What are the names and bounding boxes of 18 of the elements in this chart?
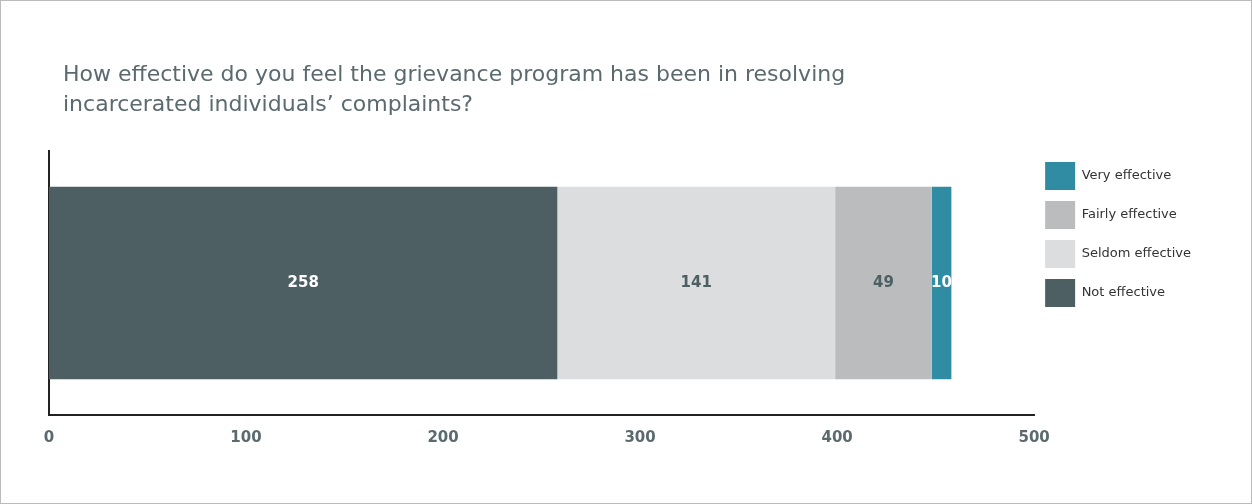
bar bbox=[49, 186, 558, 380]
x-tick-label: 100 bbox=[230, 427, 262, 446]
x-tick-label: 200 bbox=[427, 427, 459, 446]
bar bbox=[557, 186, 836, 380]
x-tick-label: 0 bbox=[43, 427, 55, 446]
data-label: 141 bbox=[680, 272, 712, 291]
data-label: 258 bbox=[287, 272, 319, 291]
legend-label: Seldom effective bbox=[1081, 245, 1192, 261]
data-label: 49 bbox=[872, 272, 894, 291]
chart-title: How effective do you feel the grievance program has been in resolving incarcerated individuals’ complaints? bbox=[63, 60, 847, 118]
bar bbox=[835, 186, 932, 380]
legend-label: Very effective bbox=[1081, 167, 1172, 183]
x-tick-label: 500 bbox=[1018, 427, 1050, 446]
legend-label: Fairly effective bbox=[1081, 206, 1177, 222]
x-tick-label: 400 bbox=[821, 427, 853, 446]
x-tick-label: 300 bbox=[624, 427, 656, 446]
bar bbox=[931, 186, 952, 380]
legend-label: Not effective bbox=[1081, 284, 1166, 300]
